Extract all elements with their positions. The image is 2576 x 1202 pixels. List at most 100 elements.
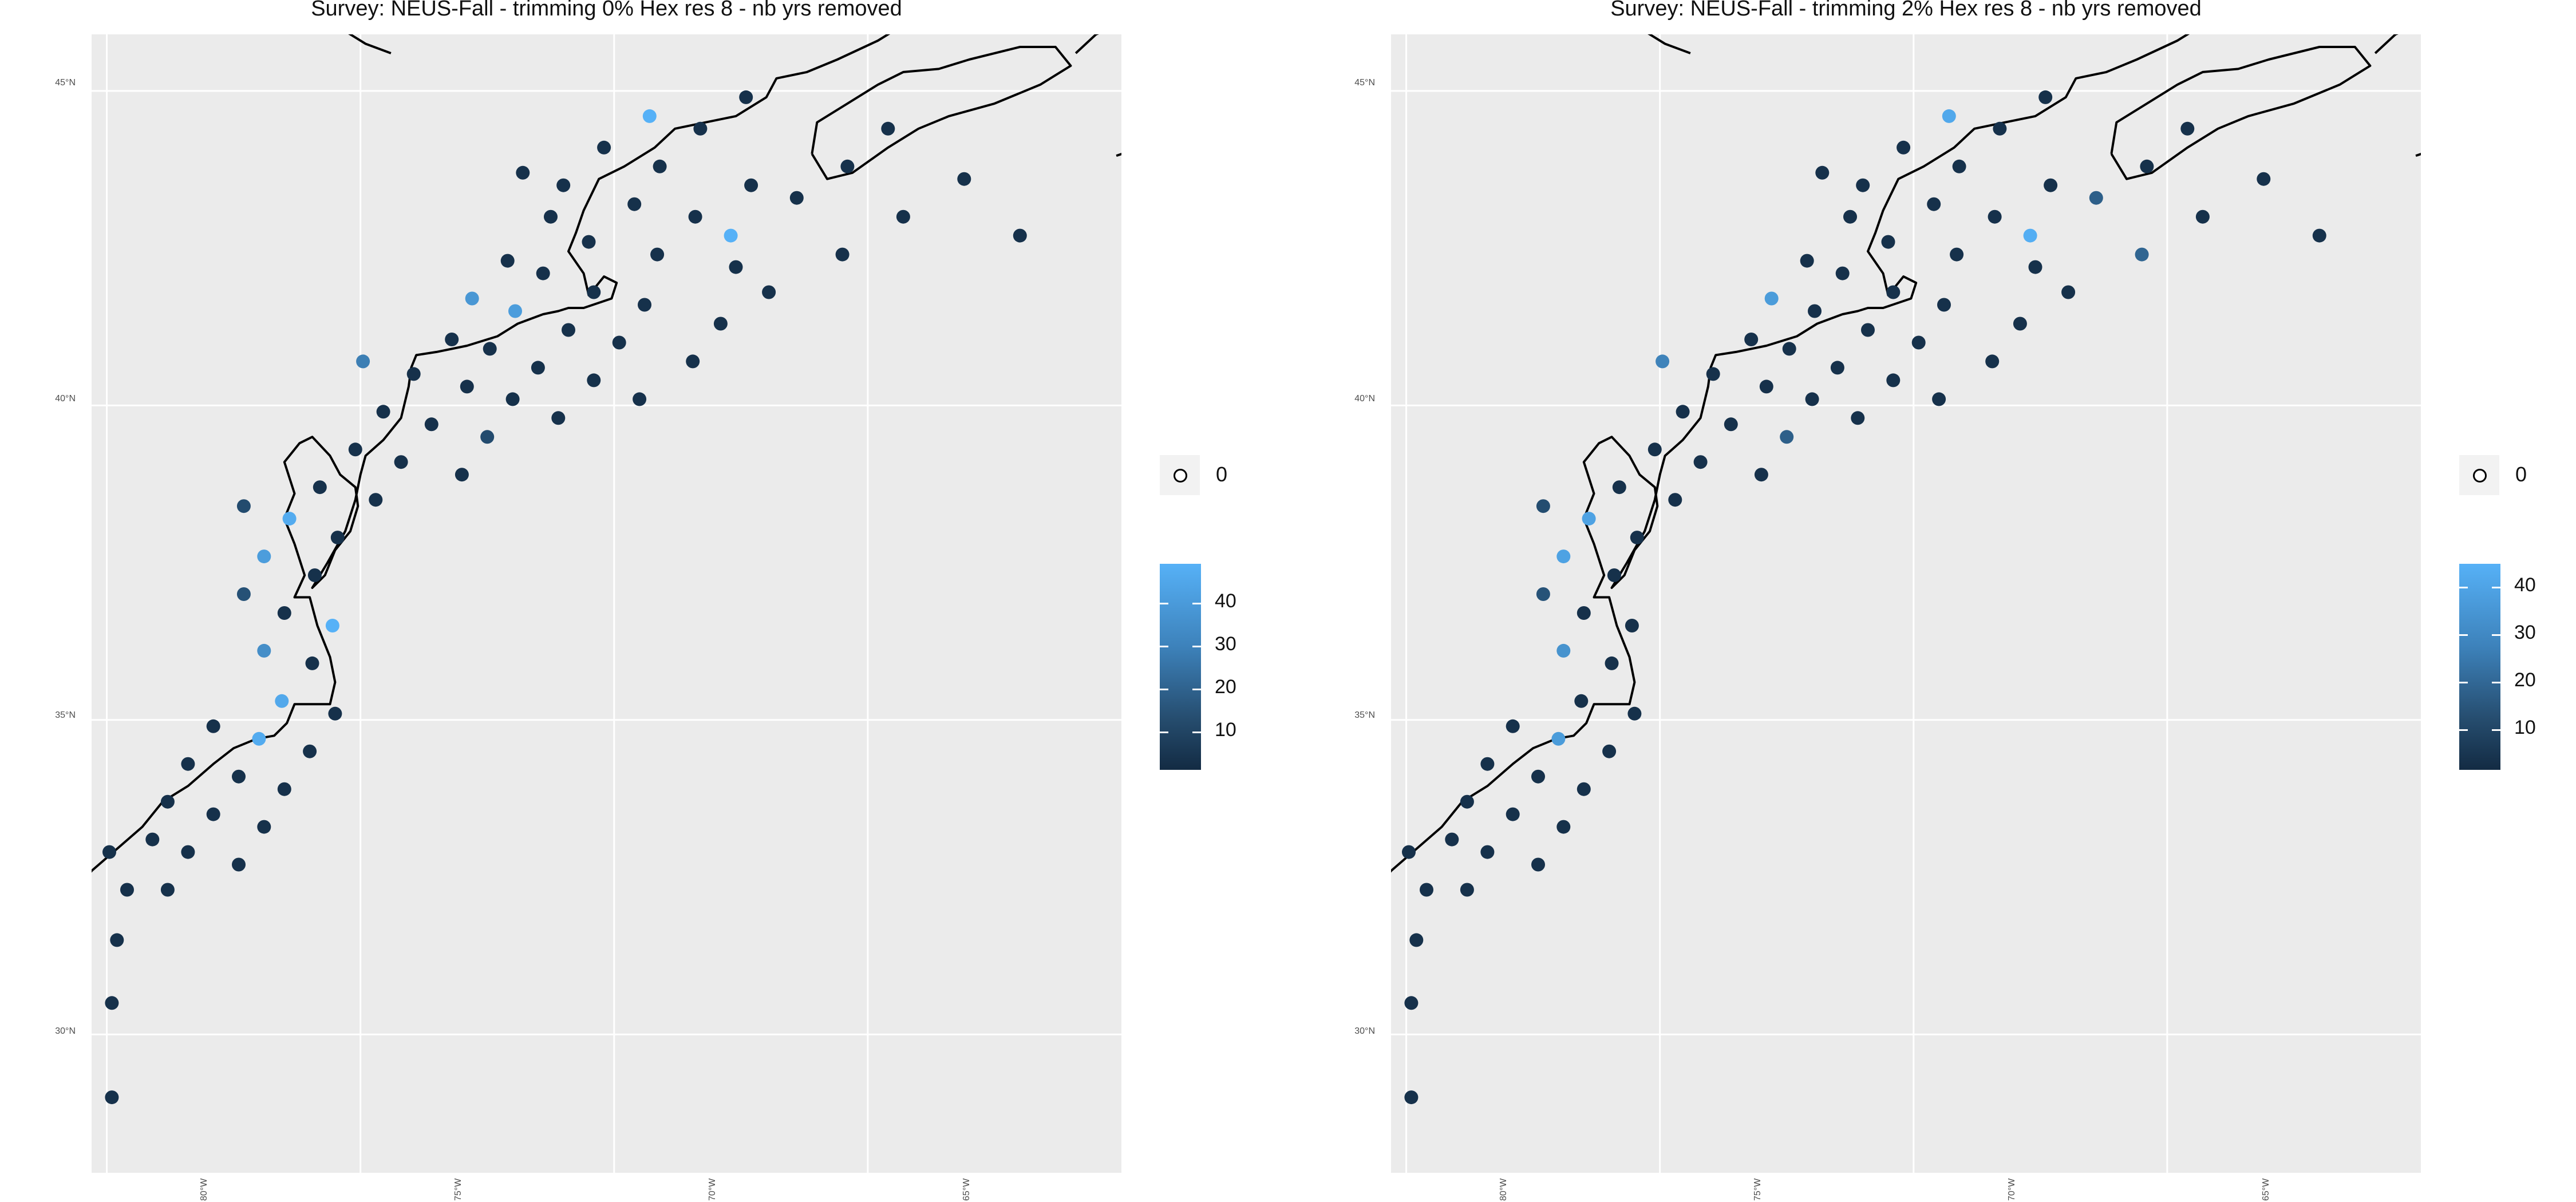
survey-point (500, 254, 515, 268)
map-panel-right (1391, 34, 2421, 1173)
colorbar-label-40-left: 40 (1215, 590, 1236, 612)
survey-point (505, 392, 520, 406)
survey-point (305, 656, 319, 670)
survey-point (1582, 512, 1596, 526)
survey-point (257, 549, 271, 564)
gridlines-left (92, 34, 1121, 1173)
survey-point (1605, 656, 1619, 670)
survey-point (957, 172, 971, 186)
survey-point (881, 121, 895, 136)
survey-point (2135, 247, 2149, 262)
survey-point (330, 531, 345, 545)
y-tick-45-left: 45°N (55, 78, 76, 88)
colorbar-tick-40-right-left (1192, 603, 1201, 604)
coastline-nova-scotia (811, 46, 1072, 180)
colorbar-tick-10-right-r (2492, 729, 2500, 731)
survey-point (236, 587, 251, 601)
survey-point (1556, 820, 1571, 834)
survey-point (105, 996, 119, 1010)
map-canvas-right (1391, 34, 2421, 1173)
colorbar-tick-30-right-left (1192, 646, 1201, 647)
survey-point (840, 159, 855, 173)
survey-point (1556, 549, 1571, 564)
coastline-nova-scotia (2110, 46, 2372, 180)
colorbar-tick-30-right-r (2492, 634, 2500, 636)
colorbar-right (2459, 564, 2500, 770)
colorbar-label-20-left: 20 (1215, 676, 1236, 698)
x-tick-80-right: 80°W (1499, 1178, 1508, 1201)
x-tick-80-left: 80°W (199, 1178, 209, 1201)
survey-point (1506, 719, 1520, 733)
survey-point (2195, 209, 2210, 224)
survey-point (445, 333, 459, 346)
survey-point (356, 354, 370, 369)
survey-point (1404, 1090, 1419, 1105)
survey-point (206, 719, 220, 733)
survey-point (236, 499, 251, 513)
coastline-right (1391, 34, 2421, 873)
survey-point (1843, 209, 1857, 224)
survey-point (1531, 769, 1545, 784)
survey-point (307, 568, 322, 582)
survey-point (1780, 430, 1794, 444)
survey-point (232, 857, 246, 872)
survey-point (693, 121, 708, 136)
survey-point (612, 335, 626, 350)
y-tick-30-right: 30°N (1354, 1026, 1375, 1036)
survey-point (1759, 379, 1773, 394)
survey-point (627, 197, 642, 211)
survey-point (896, 209, 910, 224)
survey-point (556, 178, 571, 192)
x-tick-75-left: 75°W (453, 1178, 463, 1201)
survey-point (1460, 794, 1474, 809)
map-canvas-left (92, 34, 1121, 1173)
survey-point (587, 373, 601, 388)
colorbar-label-10-right: 10 (2514, 717, 2536, 738)
survey-point (650, 247, 665, 262)
survey-point (1480, 845, 1495, 859)
coastline-sable-island (2415, 153, 2421, 157)
survey-point (1420, 883, 1433, 897)
legend-size-label-right: 0 (2515, 462, 2527, 486)
survey-point (1460, 883, 1474, 897)
survey-point (2038, 90, 2053, 104)
survey-point (686, 354, 700, 369)
survey-point (394, 455, 408, 469)
survey-point (275, 694, 289, 708)
survey-point (1835, 266, 1850, 280)
survey-point (2312, 228, 2326, 243)
survey-point (1577, 606, 1591, 620)
coastline-main (1391, 34, 2190, 873)
survey-point (465, 291, 479, 306)
survey-point (1574, 694, 1589, 708)
x-tick-70-right: 70°W (2007, 1178, 2017, 1201)
survey-point (277, 782, 291, 796)
survey-point (145, 832, 160, 847)
survey-point (257, 820, 271, 834)
panel-title-left: Survey: NEUS-Fall - trimming 0% Hex res … (311, 0, 902, 21)
survey-point (1506, 807, 1520, 821)
survey-point (1927, 197, 1941, 211)
colorbar-tick-20-right-r (2492, 682, 2500, 683)
colorbar-left (1160, 564, 1201, 770)
points-right (1402, 90, 2326, 1105)
survey-point (1536, 587, 1550, 601)
survey-point (282, 512, 297, 526)
survey-point (181, 845, 195, 859)
survey-point (1744, 333, 1759, 346)
points-left (102, 90, 1027, 1105)
y-tick-35-left: 35°N (55, 710, 76, 720)
colorbar-tick-20-left (1160, 689, 1168, 690)
y-tick-30-left: 30°N (55, 1026, 76, 1036)
survey-point (1612, 480, 1626, 495)
survey-point (1551, 732, 1566, 746)
survey-point (277, 606, 291, 620)
survey-point (516, 165, 530, 180)
survey-point (1897, 140, 1911, 155)
coastline-st-lawrence (1647, 34, 1691, 54)
survey-point (1724, 417, 1738, 432)
survey-point (739, 90, 753, 104)
survey-point (1754, 468, 1768, 482)
survey-point (762, 285, 776, 299)
survey-point (1886, 373, 1901, 388)
